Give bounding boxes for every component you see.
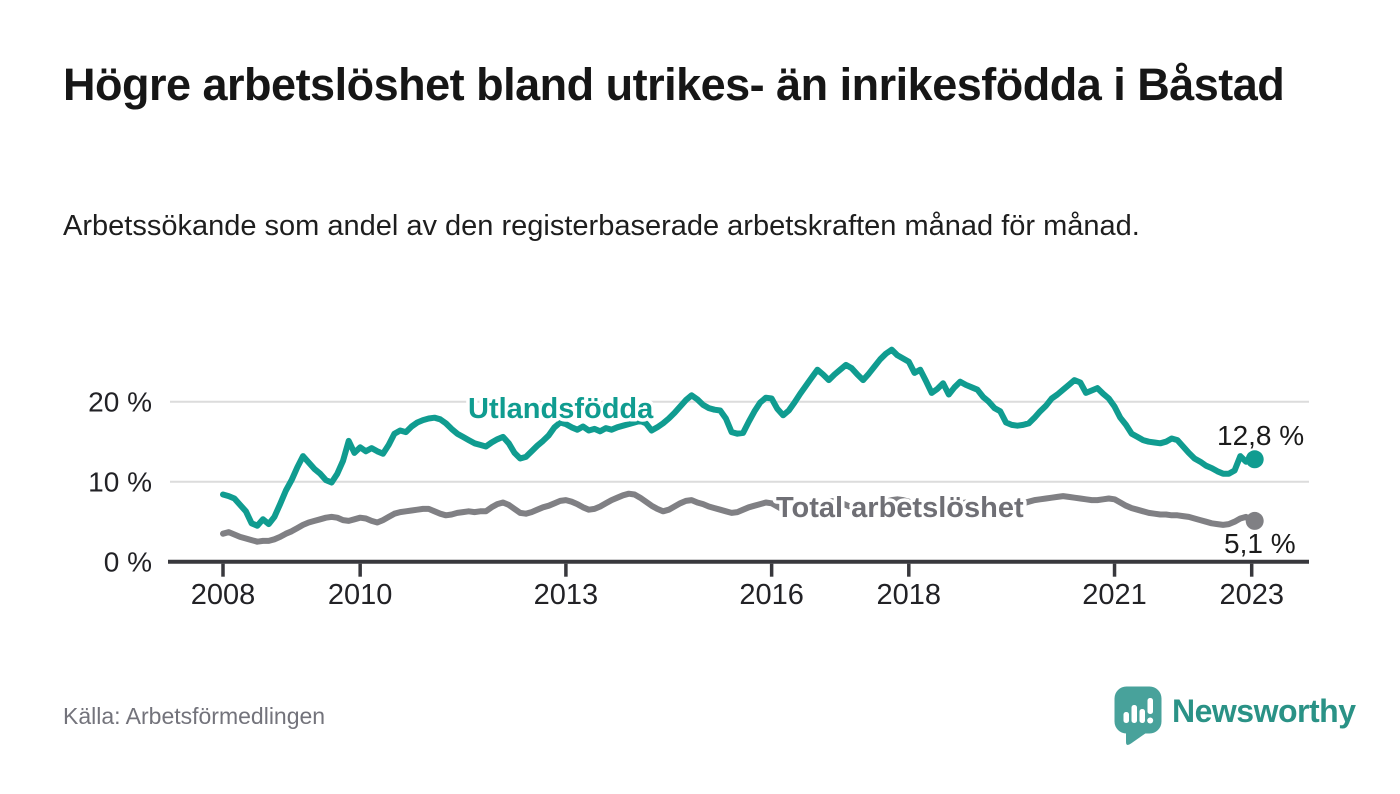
gridlines — [170, 400, 1309, 483]
source-note: Källa: Arbetsförmedlingen — [63, 703, 326, 729]
brand-logo: Newsworthy — [1113, 685, 1356, 749]
y-tick-label-0: 0 % — [104, 547, 152, 578]
end-value-label-utlandsfodda: 12,8 % — [1217, 420, 1304, 451]
brand-wordmark: Newsworthy — [1172, 693, 1356, 729]
exclamation-bar — [1147, 698, 1153, 714]
exclamation-dot — [1147, 717, 1154, 724]
series-label-total: Total arbetslöshet — [776, 492, 1024, 524]
bar-1 — [1123, 712, 1129, 723]
y-tick-label-20: 20 % — [88, 387, 152, 418]
bar-3 — [1139, 709, 1145, 723]
x-tick-label-2008: 2008 — [191, 579, 256, 611]
page-subtitle: Arbetssökande som andel av den registerb… — [63, 210, 1140, 242]
x-tick-label-2023: 2023 — [1219, 579, 1284, 611]
series-line-total-arbetsl-shet — [220, 490, 1255, 545]
series-line-utlandsf-dda — [220, 346, 1255, 529]
series-end-dot — [1245, 511, 1264, 530]
x-axis — [168, 559, 1309, 577]
y-tick-label-10: 10 % — [88, 467, 152, 498]
x-tick-label-2016: 2016 — [739, 579, 804, 611]
newsworthy-bubble-icon — [1114, 686, 1162, 745]
end-value-label-total: 5,1 % — [1224, 528, 1296, 559]
bar-2 — [1131, 705, 1137, 723]
x-tick-label-2018: 2018 — [877, 579, 942, 611]
series-label-utlandsfodda: Utlandsfödda — [468, 393, 654, 425]
x-tick-label-2021: 2021 — [1082, 579, 1147, 611]
bubble-body — [1114, 686, 1162, 734]
page-title: Högre arbetslöshet bland utrikes- än inr… — [63, 59, 1285, 110]
x-tick-label-2010: 2010 — [328, 579, 393, 611]
x-tick-label-2013: 2013 — [534, 579, 599, 611]
series-lines — [220, 346, 1264, 545]
axis-tick-labels: 0 % 10 % 20 % 2008 2010 2013 2016 2018 2021 2023 — [88, 387, 1284, 611]
bubble-tail — [1126, 731, 1146, 745]
series-end-dot — [1245, 450, 1264, 469]
